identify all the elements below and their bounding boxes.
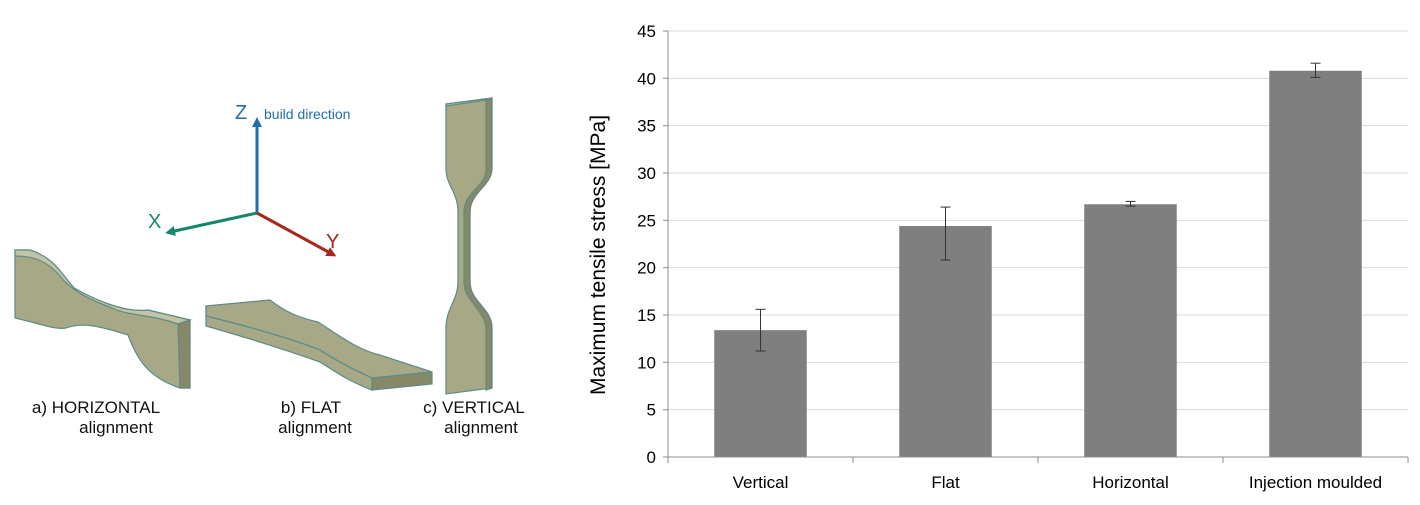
bar-flat bbox=[899, 226, 992, 457]
y-tick-label: 40 bbox=[637, 69, 656, 88]
caption-horizontal-line2: alignment bbox=[79, 418, 153, 437]
x-tick-label: Horizontal bbox=[1092, 473, 1169, 492]
vertical-specimen bbox=[445, 97, 493, 395]
y-tick-label: 15 bbox=[637, 306, 656, 325]
y-tick-label: 0 bbox=[647, 448, 656, 467]
y-tick-label: 25 bbox=[637, 211, 656, 230]
x-axis-label: X bbox=[148, 211, 161, 233]
x-tick-label: Vertical bbox=[733, 473, 789, 492]
caption-flat-line1: b) FLAT bbox=[281, 398, 341, 417]
flat-specimen bbox=[205, 299, 433, 391]
specimen-orientation-illustration: Z build direction X Y a) HORIZONTAL alig… bbox=[14, 97, 525, 437]
x-tick-labels: Vertical Flat Horizontal Injection moulded bbox=[733, 473, 1383, 492]
horizontal-specimen bbox=[14, 249, 193, 389]
y-tick-label: 35 bbox=[637, 117, 656, 136]
y-tick-label: 10 bbox=[637, 353, 656, 372]
y-axis-arrow bbox=[256, 211, 337, 257]
axes bbox=[663, 30, 1409, 463]
caption-flat-line2: alignment bbox=[278, 418, 352, 437]
y-tick-labels: 0 5 10 15 20 25 30 35 40 45 bbox=[637, 22, 656, 467]
y-axis-label: Y bbox=[326, 231, 339, 253]
bars bbox=[714, 70, 1362, 457]
y-tick-label: 45 bbox=[637, 22, 656, 41]
z-axis-label: Z bbox=[235, 102, 247, 124]
coordinate-axes: Z build direction X Y bbox=[148, 102, 350, 257]
build-direction-label: build direction bbox=[264, 106, 350, 122]
caption-vertical-line1: c) VERTICAL bbox=[423, 398, 525, 417]
x-axis-arrow bbox=[165, 211, 258, 236]
x-tick-label: Injection moulded bbox=[1249, 473, 1382, 492]
caption-horizontal-line1: a) HORIZONTAL bbox=[32, 398, 160, 417]
y-tick-label: 20 bbox=[637, 259, 656, 278]
y-tick-label: 30 bbox=[637, 164, 656, 183]
error-bars bbox=[755, 62, 1321, 352]
x-tick-label: Flat bbox=[931, 473, 960, 492]
bar-injection-moulded bbox=[1269, 70, 1362, 457]
specimen-captions: a) HORIZONTAL alignment b) FLAT alignmen… bbox=[32, 398, 525, 437]
tensile-stress-bar-chart: 0 5 10 15 20 25 30 35 40 45 Vertical Flat Horizonta… bbox=[587, 22, 1409, 492]
y-tick-label: 5 bbox=[647, 401, 656, 420]
bar-horizontal bbox=[1084, 204, 1177, 457]
y-axis-title: Maximum tensile stress [MPa] bbox=[587, 115, 610, 395]
caption-vertical-line2: alignment bbox=[444, 418, 518, 437]
